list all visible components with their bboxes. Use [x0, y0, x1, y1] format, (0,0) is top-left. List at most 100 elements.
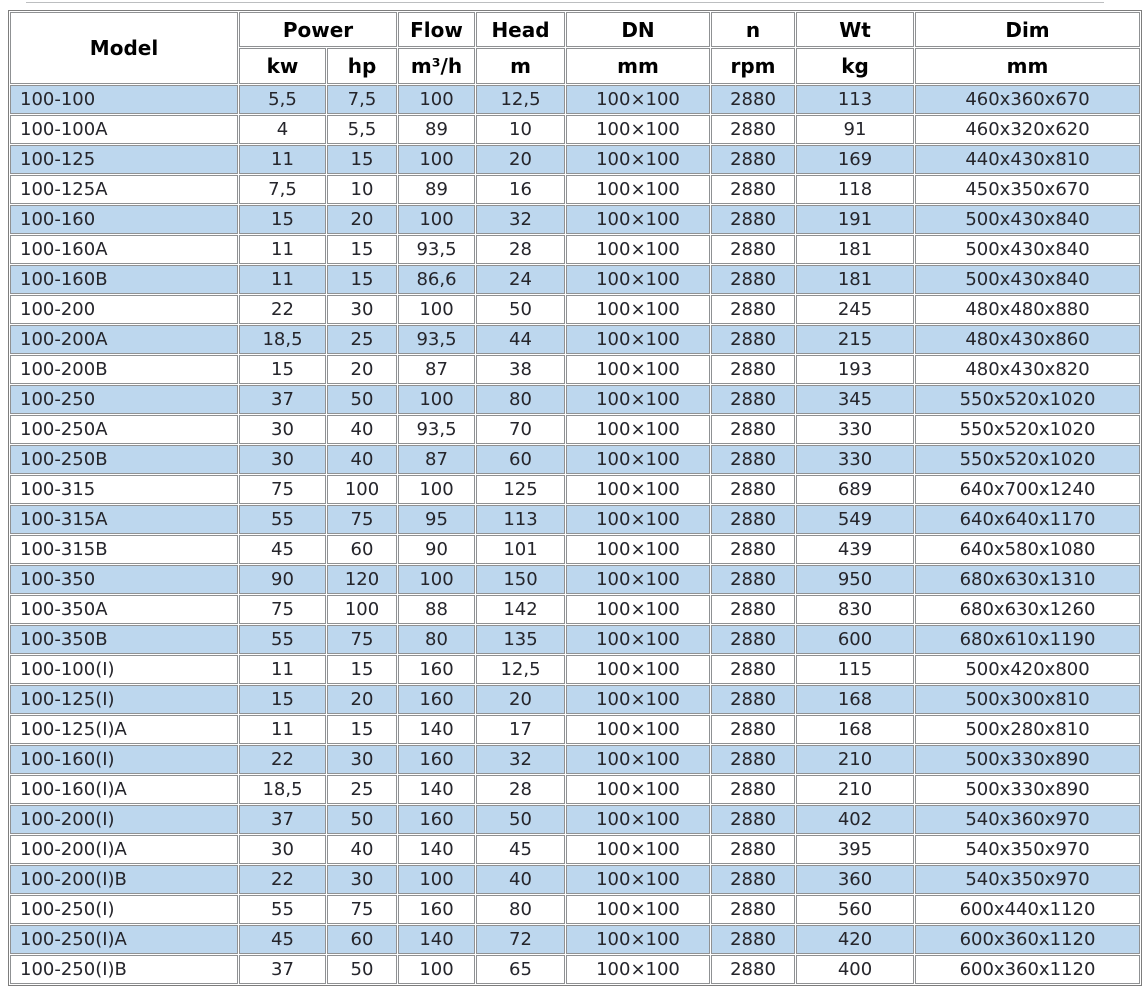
cell-model: 100-100	[10, 85, 238, 114]
table-row: 100-125(I)A 11 15 140 17 100×100 2880 168 500x28…	[10, 715, 1140, 744]
cell-power-kw: 4	[239, 115, 326, 144]
cell-power-kw: 90	[239, 565, 326, 594]
cell-head-m: 135	[476, 625, 565, 654]
cell-wt-kg: 113	[796, 85, 914, 114]
cell-model: 100-100(I)	[10, 655, 238, 684]
cell-head-m: 28	[476, 235, 565, 264]
cell-n-rpm: 2880	[711, 685, 795, 714]
cell-power-hp: 15	[327, 265, 397, 294]
table-row: 100-315A 55 75 95 113 100×100 2880 549 640x640x1…	[10, 505, 1140, 534]
cell-head-m: 38	[476, 355, 565, 384]
cell-power-hp: 20	[327, 685, 397, 714]
cell-flow-m3h: 100	[398, 955, 475, 984]
cell-wt-kg: 330	[796, 445, 914, 474]
cell-power-kw: 37	[239, 955, 326, 984]
cell-n-rpm: 2880	[711, 565, 795, 594]
cell-power-hp: 30	[327, 295, 397, 324]
pump-spec-table: Model Power Flow Head DN n Wt Dim kw hp …	[8, 10, 1142, 986]
cell-power-kw: 30	[239, 445, 326, 474]
header-dn: DN	[566, 12, 710, 47]
cell-model: 100-160A	[10, 235, 238, 264]
cell-n-rpm: 2880	[711, 325, 795, 354]
table-row: 100-160(I) 22 30 160 32 100×100 2880 210 500x330…	[10, 745, 1140, 774]
cell-flow-m3h: 100	[398, 865, 475, 894]
cell-head-m: 44	[476, 325, 565, 354]
cell-head-m: 60	[476, 445, 565, 474]
cell-n-rpm: 2880	[711, 265, 795, 294]
table-row: 100-250(I)B 37 50 100 65 100×100 2880 400 600x36…	[10, 955, 1140, 984]
cell-wt-kg: 950	[796, 565, 914, 594]
cell-power-hp: 100	[327, 475, 397, 504]
cell-wt-kg: 245	[796, 295, 914, 324]
cell-model: 100-200A	[10, 325, 238, 354]
cell-head-m: 70	[476, 415, 565, 444]
header-unit-wt: kg	[796, 48, 914, 84]
cell-wt-kg: 168	[796, 715, 914, 744]
cell-flow-m3h: 89	[398, 115, 475, 144]
cell-power-kw: 15	[239, 205, 326, 234]
cell-head-m: 65	[476, 955, 565, 984]
cell-dim-mm: 500x430x840	[915, 235, 1140, 264]
cell-power-kw: 11	[239, 145, 326, 174]
table-row: 100-315 75 100 100 125 100×100 2880 689 640x700x…	[10, 475, 1140, 504]
cell-model: 100-100A	[10, 115, 238, 144]
cell-dim-mm: 500x430x840	[915, 205, 1140, 234]
cell-dim-mm: 500x330x890	[915, 775, 1140, 804]
cell-wt-kg: 395	[796, 835, 914, 864]
cell-dn-mm: 100×100	[566, 265, 710, 294]
cell-power-kw: 18,5	[239, 775, 326, 804]
cell-flow-m3h: 88	[398, 595, 475, 624]
cell-dn-mm: 100×100	[566, 685, 710, 714]
cell-model: 100-315A	[10, 505, 238, 534]
cell-dim-mm: 680x630x1310	[915, 565, 1140, 594]
table-row: 100-350 90 120 100 150 100×100 2880 950 680x630x…	[10, 565, 1140, 594]
cell-power-hp: 75	[327, 625, 397, 654]
cell-dim-mm: 480x480x880	[915, 295, 1140, 324]
cell-head-m: 20	[476, 145, 565, 174]
table-body: 100-100 5,5 7,5 100 12,5 100×100 2880 113 460x36…	[10, 85, 1140, 984]
cell-model: 100-160	[10, 205, 238, 234]
cell-flow-m3h: 87	[398, 445, 475, 474]
table-row: 100-200A 18,5 25 93,5 44 100×100 2880 215 480x43…	[10, 325, 1140, 354]
cell-model: 100-250(I)	[10, 895, 238, 924]
cell-dn-mm: 100×100	[566, 295, 710, 324]
table-row: 100-200B 15 20 87 38 100×100 2880 193 480x430x82…	[10, 355, 1140, 384]
table-row: 100-200(I) 37 50 160 50 100×100 2880 402 540x360…	[10, 805, 1140, 834]
table-row: 100-350B 55 75 80 135 100×100 2880 600 680x610x1…	[10, 625, 1140, 654]
cell-n-rpm: 2880	[711, 385, 795, 414]
cell-power-hp: 30	[327, 865, 397, 894]
cell-power-kw: 37	[239, 805, 326, 834]
cell-flow-m3h: 80	[398, 625, 475, 654]
header-unit-dn: mm	[566, 48, 710, 84]
cell-head-m: 12,5	[476, 85, 565, 114]
cell-wt-kg: 549	[796, 505, 914, 534]
cell-dn-mm: 100×100	[566, 475, 710, 504]
cell-power-kw: 18,5	[239, 325, 326, 354]
cell-wt-kg: 600	[796, 625, 914, 654]
cell-dn-mm: 100×100	[566, 355, 710, 384]
cell-dim-mm: 500x280x810	[915, 715, 1140, 744]
cell-dn-mm: 100×100	[566, 835, 710, 864]
cropped-row-artifact	[26, 2, 1104, 3]
cell-head-m: 32	[476, 205, 565, 234]
cell-head-m: 72	[476, 925, 565, 954]
cell-dn-mm: 100×100	[566, 325, 710, 354]
cell-dn-mm: 100×100	[566, 865, 710, 894]
cell-dim-mm: 600x360x1120	[915, 925, 1140, 954]
cell-wt-kg: 169	[796, 145, 914, 174]
cell-head-m: 32	[476, 745, 565, 774]
cell-flow-m3h: 140	[398, 715, 475, 744]
cell-wt-kg: 210	[796, 745, 914, 774]
cell-flow-m3h: 95	[398, 505, 475, 534]
cell-power-kw: 45	[239, 535, 326, 564]
cell-model: 100-315	[10, 475, 238, 504]
cell-flow-m3h: 140	[398, 835, 475, 864]
cell-power-hp: 25	[327, 775, 397, 804]
cell-power-kw: 37	[239, 385, 326, 414]
table-row: 100-160(I)A 18,5 25 140 28 100×100 2880 210 500x…	[10, 775, 1140, 804]
cell-n-rpm: 2880	[711, 865, 795, 894]
cell-wt-kg: 168	[796, 685, 914, 714]
cell-dn-mm: 100×100	[566, 205, 710, 234]
cell-power-kw: 7,5	[239, 175, 326, 204]
cell-n-rpm: 2880	[711, 595, 795, 624]
